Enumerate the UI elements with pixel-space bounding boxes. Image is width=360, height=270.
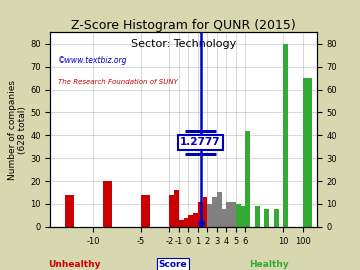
Bar — [246, 131, 250, 227]
Bar — [207, 204, 212, 227]
Bar — [236, 204, 241, 227]
Bar — [179, 220, 184, 227]
Bar — [226, 202, 231, 227]
Title: Z-Score Histogram for QUNR (2015): Z-Score Histogram for QUNR (2015) — [71, 19, 296, 32]
Bar — [174, 190, 179, 227]
Bar — [193, 213, 198, 227]
Bar — [169, 195, 179, 227]
Bar — [265, 208, 269, 227]
Bar — [231, 202, 236, 227]
Bar — [217, 193, 222, 227]
Bar — [198, 202, 203, 227]
Bar — [188, 215, 193, 227]
Bar — [283, 44, 288, 227]
Y-axis label: Number of companies
(628 total): Number of companies (628 total) — [8, 80, 27, 180]
Bar — [241, 206, 246, 227]
Bar — [65, 195, 74, 227]
Text: Healthy: Healthy — [249, 260, 289, 269]
Bar — [274, 208, 279, 227]
Bar — [184, 218, 188, 227]
Text: Score: Score — [159, 260, 187, 269]
Text: Unhealthy: Unhealthy — [48, 260, 101, 269]
Text: Sector: Technology: Sector: Technology — [131, 39, 236, 49]
Bar — [103, 181, 112, 227]
Bar — [203, 197, 207, 227]
Bar — [212, 197, 217, 227]
Bar — [222, 208, 226, 227]
Text: The Research Foundation of SUNY: The Research Foundation of SUNY — [58, 79, 178, 85]
Text: ©www.textbiz.org: ©www.textbiz.org — [58, 56, 128, 65]
Bar — [302, 78, 312, 227]
Bar — [141, 195, 150, 227]
Bar — [255, 206, 260, 227]
Text: 1.2777: 1.2777 — [180, 137, 221, 147]
